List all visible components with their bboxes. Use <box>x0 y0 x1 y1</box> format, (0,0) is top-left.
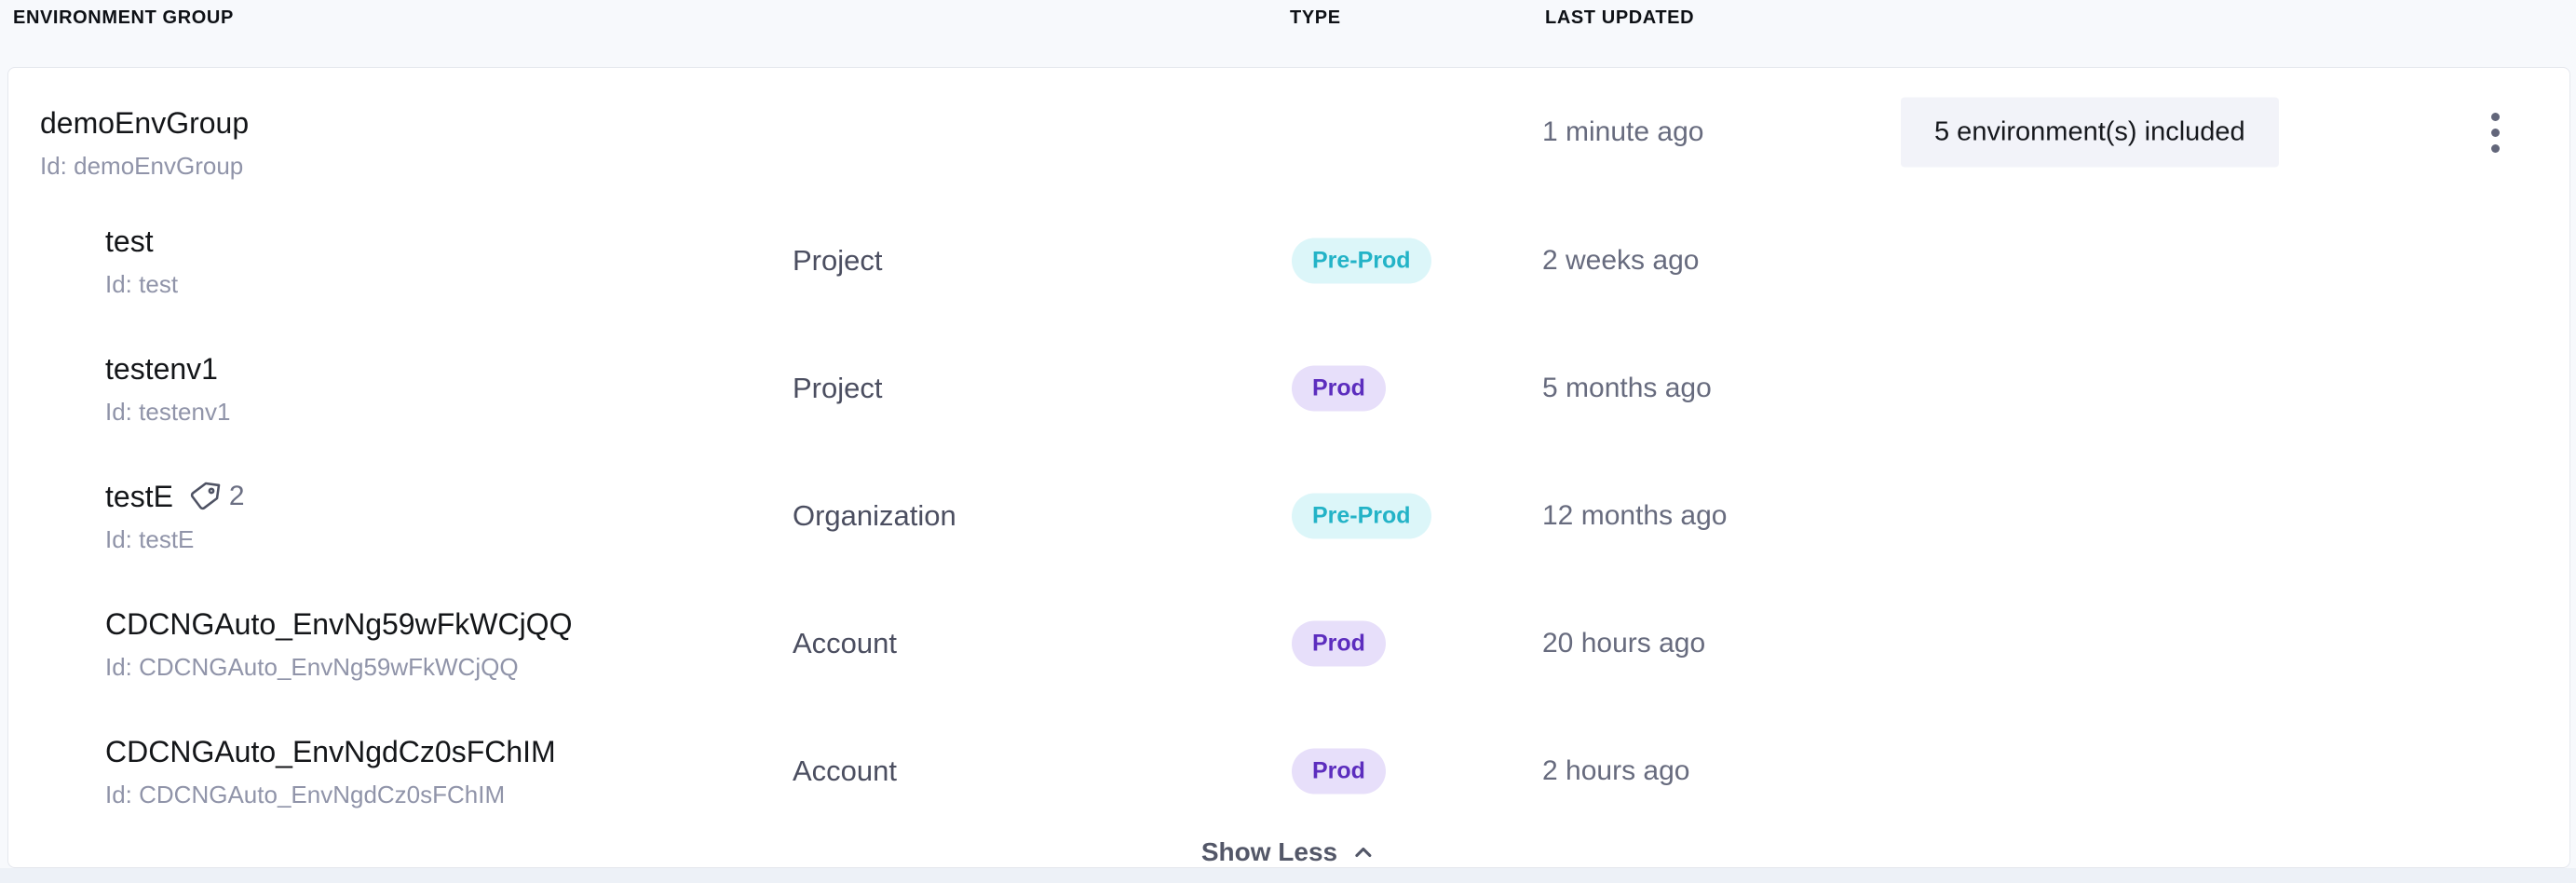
environment-group-card: demoEnvGroup Id: demoEnvGroup 1 minute a… <box>7 67 2570 868</box>
group-name-block: demoEnvGroup Id: demoEnvGroup <box>40 105 249 180</box>
environment-id: Id: testenv1 <box>105 397 231 426</box>
environments-included-button[interactable]: 5 environment(s) included <box>1901 97 2279 168</box>
environment-row[interactable]: CDCNGAuto_EnvNg59wFkWCjQQ Id: CDCNGAuto_… <box>8 579 2569 707</box>
kebab-dot <box>2490 112 2500 121</box>
more-options-button[interactable] <box>2474 104 2515 160</box>
environment-entity-type: Organization <box>793 498 956 532</box>
environment-id: Id: CDCNGAuto_EnvNgdCz0sFChIM <box>105 780 506 808</box>
environment-row[interactable]: testE 2 Id: testE Organization Pre-Prod … <box>8 452 2569 579</box>
env-type-badge: Pre-Prod <box>1292 493 1431 538</box>
environment-row[interactable]: CDCNGAuto_EnvNgdCz0sFChIM Id: CDCNGAuto_… <box>8 707 2569 835</box>
environment-name-block: testenv1 Id: testenv1 <box>105 351 230 426</box>
environment-name: testenv1 <box>105 351 218 386</box>
environment-name: CDCNGAuto_EnvNg59wFkWCjQQ <box>105 606 573 641</box>
environment-name-block: CDCNGAuto_EnvNg59wFkWCjQQ Id: CDCNGAuto_… <box>105 606 572 681</box>
column-header-environment-group: ENVIRONMENT GROUP <box>13 7 234 28</box>
environment-name: test <box>105 224 154 258</box>
environment-last-updated: 12 months ago <box>1542 499 1728 531</box>
environment-entity-type: Project <box>793 243 883 277</box>
group-id: Id: demoEnvGroup <box>40 152 244 181</box>
environment-last-updated: 2 weeks ago <box>1542 244 1700 276</box>
environment-row[interactable]: testenv1 Id: testenv1 Project Prod 5 mon… <box>8 324 2569 452</box>
environment-id: Id: testE <box>105 524 195 553</box>
bottom-strip <box>0 868 2576 883</box>
group-name: demoEnvGroup <box>40 106 250 141</box>
tags-indicator: 2 <box>188 481 245 512</box>
environment-name-block: testE 2 Id: testE <box>105 479 245 553</box>
card-footer: Show Less <box>8 835 2569 869</box>
show-less-label: Show Less <box>1200 837 1338 866</box>
environment-name: testE <box>105 479 173 513</box>
column-header-type: TYPE <box>1290 7 1341 28</box>
environment-group-row[interactable]: demoEnvGroup Id: demoEnvGroup 1 minute a… <box>8 68 2569 197</box>
environment-name: CDCNGAuto_EnvNgdCz0sFChIM <box>105 734 556 768</box>
environment-last-updated: 2 hours ago <box>1542 754 1690 786</box>
environment-last-updated: 5 months ago <box>1542 372 1712 403</box>
environment-id: Id: CDCNGAuto_EnvNg59wFkWCjQQ <box>105 652 519 681</box>
kebab-dot <box>2490 143 2500 153</box>
show-less-button[interactable]: Show Less <box>1201 837 1376 867</box>
environment-entity-type: Project <box>793 371 883 404</box>
chevron-up-icon <box>1355 847 1372 858</box>
group-last-updated: 1 minute ago <box>1542 116 1704 147</box>
environment-name-block: test Id: test <box>105 224 178 298</box>
env-type-badge: Pre-Prod <box>1292 238 1431 283</box>
column-header-last-updated: LAST UPDATED <box>1545 7 1695 28</box>
tag-icon <box>190 482 221 509</box>
env-type-badge: Prod <box>1292 365 1386 411</box>
env-type-badge: Prod <box>1292 620 1386 666</box>
environment-row[interactable]: test Id: test Project Pre-Prod 2 weeks a… <box>8 197 2569 324</box>
environment-name-block: CDCNGAuto_EnvNgdCz0sFChIM Id: CDCNGAuto_… <box>105 734 556 808</box>
tag-count: 2 <box>228 480 245 511</box>
kebab-dot <box>2490 128 2500 137</box>
env-type-badge: Prod <box>1292 748 1386 794</box>
environment-entity-type: Account <box>793 754 898 787</box>
environment-id: Id: test <box>105 269 179 298</box>
environment-last-updated: 20 hours ago <box>1542 627 1706 659</box>
environment-entity-type: Account <box>793 626 898 659</box>
